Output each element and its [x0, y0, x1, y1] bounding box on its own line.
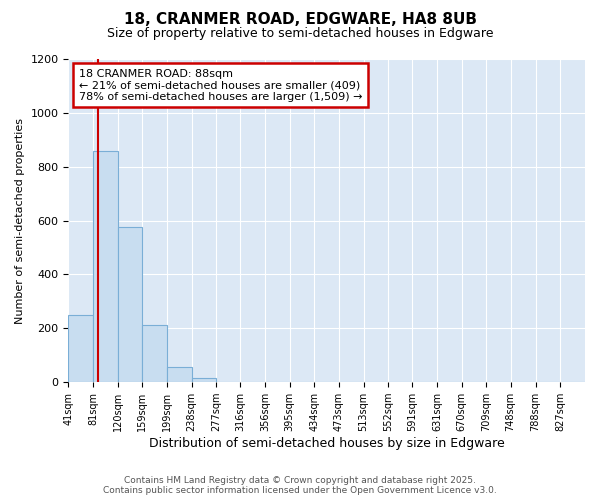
Bar [68, 316, 94, 382]
Text: 18 CRANMER ROAD: 88sqm
← 21% of semi-detached houses are smaller (409)
78% of se: 18 CRANMER ROAD: 88sqm ← 21% of semi-det… [79, 68, 362, 102]
Bar [118, 226, 142, 382]
Bar [94, 152, 118, 382]
Y-axis label: Number of semi-detached properties: Number of semi-detached properties [15, 118, 25, 324]
Bar [167, 367, 191, 382]
Text: Contains HM Land Registry data © Crown copyright and database right 2025.
Contai: Contains HM Land Registry data © Crown c… [103, 476, 497, 495]
X-axis label: Distribution of semi-detached houses by size in Edgware: Distribution of semi-detached houses by … [149, 437, 505, 450]
Text: 18, CRANMER ROAD, EDGWARE, HA8 8UB: 18, CRANMER ROAD, EDGWARE, HA8 8UB [124, 12, 476, 28]
Bar [191, 378, 216, 382]
Text: Size of property relative to semi-detached houses in Edgware: Size of property relative to semi-detach… [107, 28, 493, 40]
Bar [142, 325, 167, 382]
